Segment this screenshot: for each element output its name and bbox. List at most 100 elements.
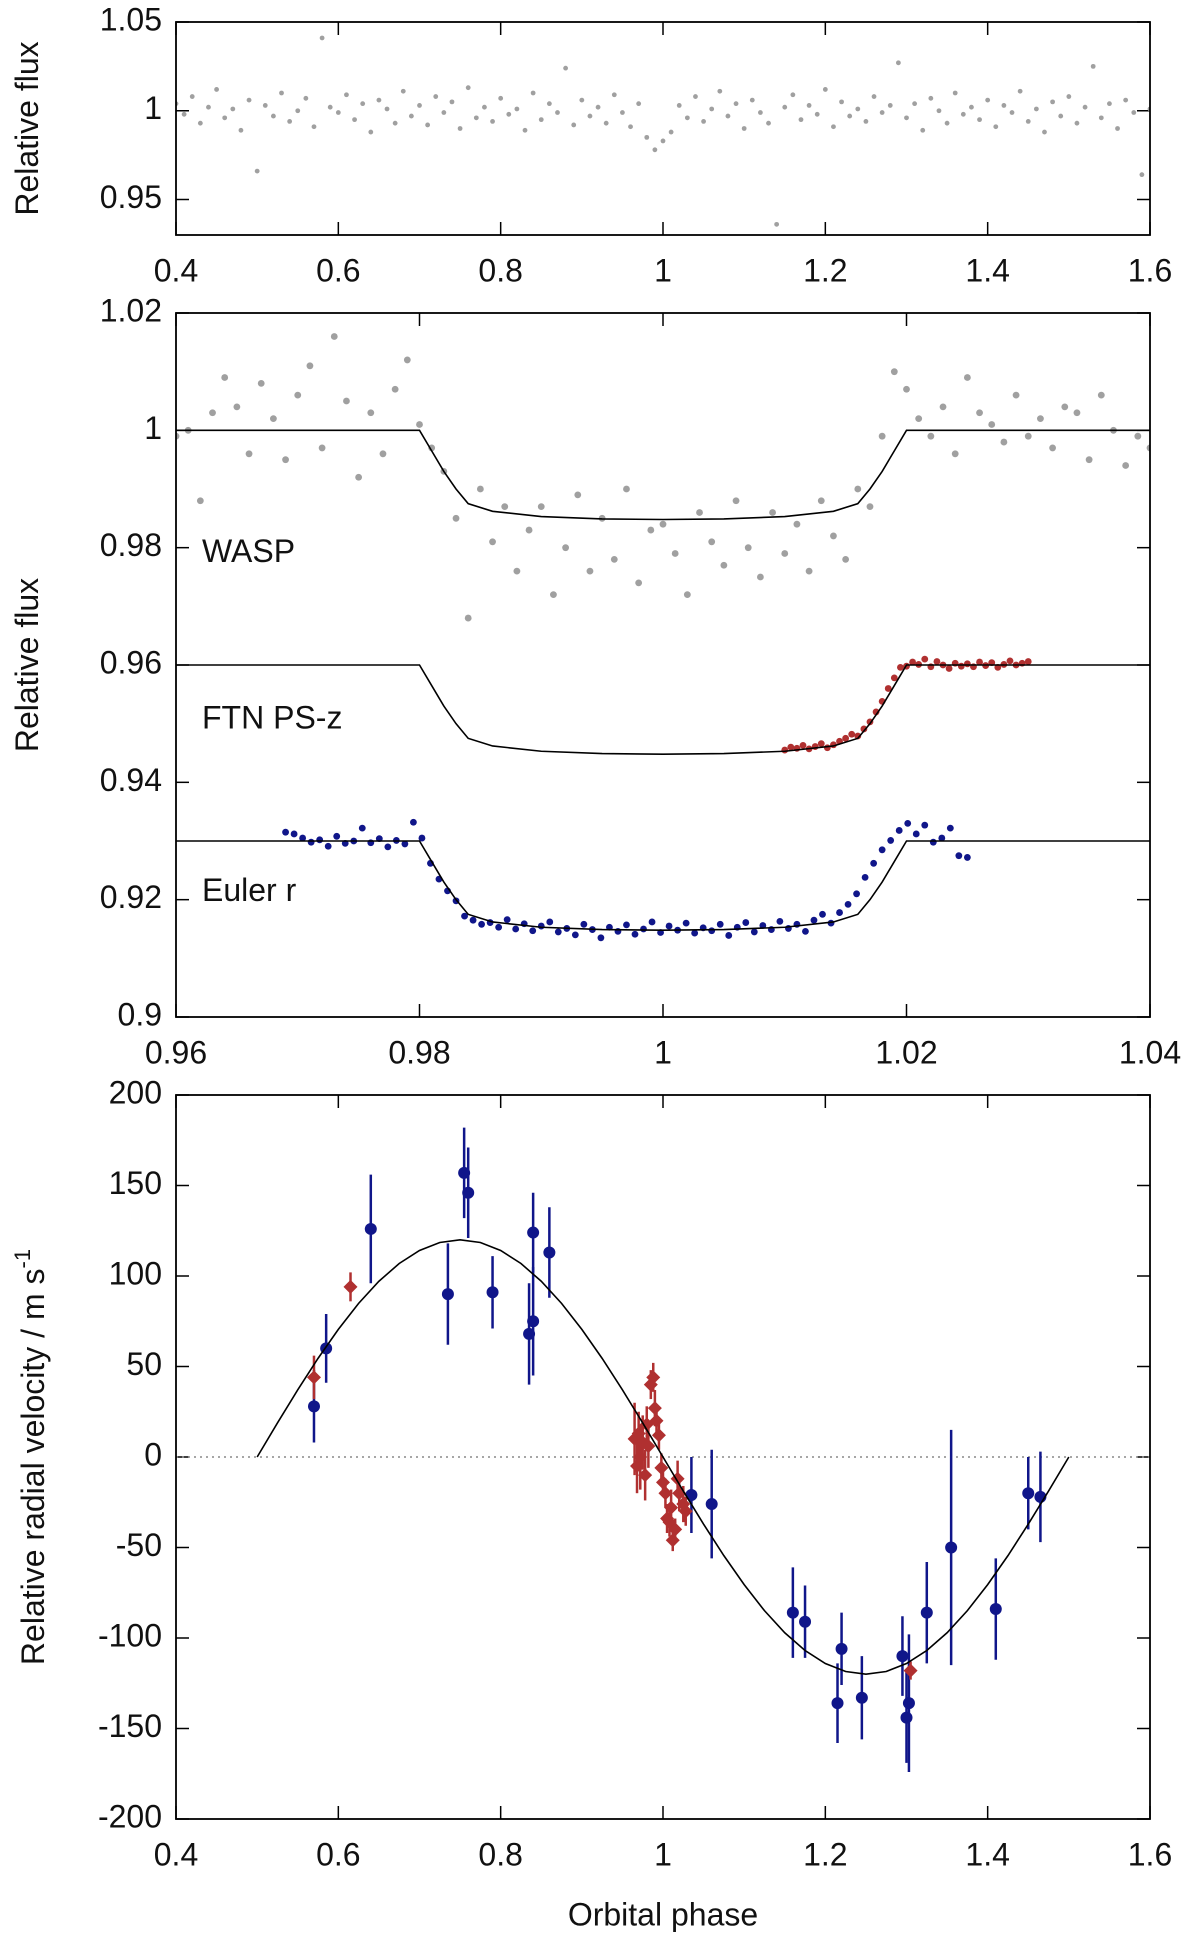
series-label: Euler r xyxy=(202,872,297,908)
y-tick-label: 150 xyxy=(109,1165,162,1201)
data-point xyxy=(623,485,630,493)
data-point xyxy=(498,95,504,101)
data-point xyxy=(428,444,436,452)
y-axis-label-text: Relative flux xyxy=(9,41,45,215)
data-point xyxy=(781,550,789,557)
data-point xyxy=(854,485,862,493)
data-point xyxy=(742,919,750,926)
data-point xyxy=(759,922,767,929)
data-point xyxy=(333,832,341,840)
data-point xyxy=(262,103,268,108)
data-point xyxy=(708,927,716,935)
data-point xyxy=(802,927,809,935)
data-point xyxy=(793,520,801,528)
data-point xyxy=(452,514,460,522)
data-point xyxy=(400,88,406,94)
data-point xyxy=(1134,432,1142,440)
data-point xyxy=(1022,1487,1035,1500)
data-point xyxy=(580,920,588,928)
data-point xyxy=(527,1226,540,1239)
x-tick-label: 0.8 xyxy=(478,1836,522,1872)
data-point xyxy=(1131,110,1137,115)
data-point xyxy=(951,450,959,458)
y-tick-label: 0.95 xyxy=(100,179,162,215)
data-point xyxy=(769,509,776,516)
data-point xyxy=(367,409,375,417)
data-point xyxy=(870,859,878,867)
data-point xyxy=(1090,63,1096,69)
plot-area xyxy=(176,35,1150,227)
data-point xyxy=(928,95,934,101)
data-point xyxy=(647,526,655,534)
x-tick-label: 1.02 xyxy=(875,1034,937,1070)
data-point xyxy=(836,909,843,916)
data-point xyxy=(977,117,982,123)
data-point xyxy=(744,544,752,552)
data-point xyxy=(665,1533,680,1548)
data-point xyxy=(418,834,426,842)
data-point xyxy=(946,824,954,832)
data-point xyxy=(543,1246,556,1259)
data-point xyxy=(732,497,740,505)
data-point xyxy=(330,333,338,340)
data-point xyxy=(306,1370,321,1385)
data-point xyxy=(368,129,374,135)
y-tick-label: 50 xyxy=(126,1346,162,1382)
data-point xyxy=(668,1522,683,1537)
data-point xyxy=(1061,403,1069,411)
data-point xyxy=(189,94,195,99)
data-point xyxy=(392,120,398,126)
axes-frame xyxy=(175,1094,1151,1820)
data-point xyxy=(311,124,317,130)
data-point xyxy=(664,1500,679,1515)
data-point xyxy=(512,925,520,933)
data-point xyxy=(476,485,484,493)
data-point xyxy=(230,106,236,112)
data-point xyxy=(656,1475,670,1490)
data-point xyxy=(640,925,647,933)
data-point xyxy=(866,503,874,510)
data-point xyxy=(1115,126,1120,131)
data-point xyxy=(915,415,923,422)
y-axis-label: Relative flux xyxy=(9,578,45,752)
x-tick-label: 1.6 xyxy=(1128,252,1172,288)
y-tick-label: 0.9 xyxy=(118,996,162,1032)
data-point xyxy=(847,113,853,119)
y-axis-label: Relative flux xyxy=(9,41,45,215)
x-tick-label: 0.96 xyxy=(145,1034,207,1070)
data-point xyxy=(912,830,920,838)
data-point xyxy=(611,92,617,98)
data-point xyxy=(473,115,479,121)
data-point xyxy=(900,1711,913,1724)
data-point xyxy=(587,113,593,119)
data-point xyxy=(486,1286,499,1299)
data-point xyxy=(860,725,868,733)
data-point xyxy=(671,550,679,557)
data-point xyxy=(676,103,682,108)
x-axis-label: Orbital phase xyxy=(568,1896,758,1932)
data-point xyxy=(416,421,423,428)
data-point xyxy=(1033,106,1039,112)
data-point xyxy=(878,432,886,440)
y-axis-label-text: Relative flux xyxy=(9,578,45,752)
data-point xyxy=(417,103,422,108)
data-point xyxy=(233,403,241,411)
data-point xyxy=(636,101,642,107)
data-point xyxy=(685,1489,698,1502)
data-point xyxy=(1050,99,1055,105)
data-point xyxy=(963,854,971,861)
y-tick-label: 0.92 xyxy=(100,879,162,915)
plot-area xyxy=(176,333,1150,942)
x-tick-label: 1.4 xyxy=(965,252,1009,288)
data-point xyxy=(290,830,298,838)
data-point xyxy=(1097,391,1105,399)
data-point xyxy=(595,104,601,110)
data-point xyxy=(831,124,836,130)
y-tick-label: 0.98 xyxy=(100,527,162,563)
data-point xyxy=(489,538,496,546)
x-tick-label: 1.2 xyxy=(803,1836,847,1872)
data-point xyxy=(254,168,260,174)
data-point xyxy=(318,444,326,452)
data-point xyxy=(933,658,941,665)
